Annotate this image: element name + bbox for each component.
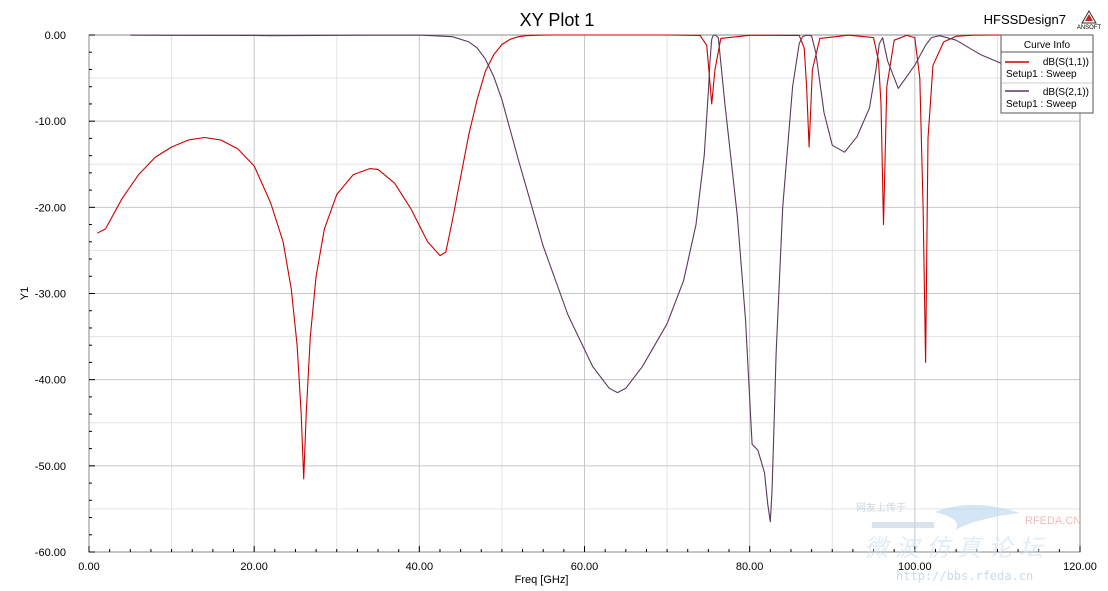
- chart-title: XY Plot 1: [520, 10, 595, 30]
- x-tick-label: 120.00: [1063, 561, 1097, 573]
- logo-text: ANSOFT: [1077, 25, 1102, 31]
- legend-entry-s11[interactable]: dB(S(1,1)) Setup1 : Sweep: [1005, 57, 1089, 80]
- y-tick-label: -30.00: [35, 289, 66, 301]
- x-tick-label: 20.00: [240, 561, 268, 573]
- x-tick-label: 60.00: [571, 561, 599, 573]
- watermark-upload-text: 网友上传于: [856, 501, 906, 514]
- x-tick-label: 40.00: [406, 561, 434, 573]
- y-tick-label: -20.00: [35, 202, 66, 214]
- x-axis-label: Freq [GHz]: [515, 574, 569, 586]
- legend-entry-s21[interactable]: dB(S(2,1)) Setup1 : Sweep: [1005, 87, 1089, 110]
- axes: 0.00 20.00 40.00 60.00 80.00 100.00 120.00 0.00…: [19, 30, 1097, 586]
- legend-box[interactable]: Curve Info dB(S(1,1)) Setup1 : Sweep dB(…: [1000, 34, 1094, 114]
- legend-entry-s11-setup: Setup1 : Sweep: [1006, 69, 1077, 80]
- y-tick-label: -60.00: [35, 547, 66, 559]
- legend-entry-s21-name: dB(S(2,1)): [1043, 87, 1089, 98]
- y-tick-label: -50.00: [35, 461, 66, 473]
- series-line-s11: [97, 34, 1072, 480]
- series-layer: [97, 34, 1072, 523]
- y-tick-label: 0.00: [45, 30, 66, 42]
- legend-entry-s11-name: dB(S(1,1)): [1043, 57, 1089, 68]
- watermark-bird-logo: [935, 504, 1020, 530]
- watermark-bar: [872, 522, 934, 528]
- series-line-s21: [130, 34, 1072, 523]
- watermark-brand: RFEDA.CN: [1025, 515, 1081, 527]
- x-tick-label: 80.00: [736, 561, 764, 573]
- y-tick-label: -10.00: [35, 116, 66, 128]
- legend-entry-s21-setup: Setup1 : Sweep: [1006, 99, 1077, 110]
- ansoft-logo: ANSOFT: [1077, 10, 1102, 31]
- y-axis-label: Y1: [19, 287, 31, 300]
- legend-frame: [1000, 34, 1094, 114]
- y-tick-label: -40.00: [35, 375, 66, 387]
- watermark-url: http://bbs.rfeda.cn: [896, 569, 1033, 583]
- watermark-cn-title: 微波仿真论坛: [864, 534, 1050, 562]
- legend-title: Curve Info: [1024, 40, 1071, 51]
- watermark: 网友上传于 RFEDA.CN 微波仿真论坛 http://bbs.rfeda.c…: [856, 501, 1081, 583]
- x-tick-label: 100.00: [898, 561, 932, 573]
- x-tick-label: 0.00: [78, 561, 99, 573]
- design-name: HFSSDesign7: [984, 12, 1066, 27]
